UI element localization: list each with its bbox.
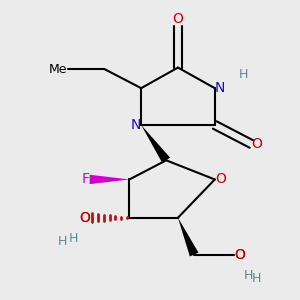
Text: O: O bbox=[252, 137, 262, 151]
Text: N: N bbox=[215, 81, 225, 95]
Text: O: O bbox=[79, 211, 90, 225]
Text: H: H bbox=[69, 232, 78, 245]
Text: O: O bbox=[215, 172, 226, 186]
Text: N: N bbox=[131, 118, 141, 132]
Text: O: O bbox=[172, 12, 183, 26]
Polygon shape bbox=[141, 125, 170, 163]
Text: H: H bbox=[252, 272, 261, 285]
Text: O: O bbox=[234, 248, 245, 262]
Text: O: O bbox=[234, 248, 245, 262]
Text: H: H bbox=[238, 68, 248, 81]
Text: H: H bbox=[58, 236, 68, 248]
Text: H: H bbox=[244, 269, 253, 282]
Text: O: O bbox=[79, 211, 90, 225]
Polygon shape bbox=[178, 218, 199, 256]
Text: F: F bbox=[82, 172, 90, 186]
Polygon shape bbox=[90, 175, 129, 184]
Text: Me: Me bbox=[49, 62, 68, 76]
